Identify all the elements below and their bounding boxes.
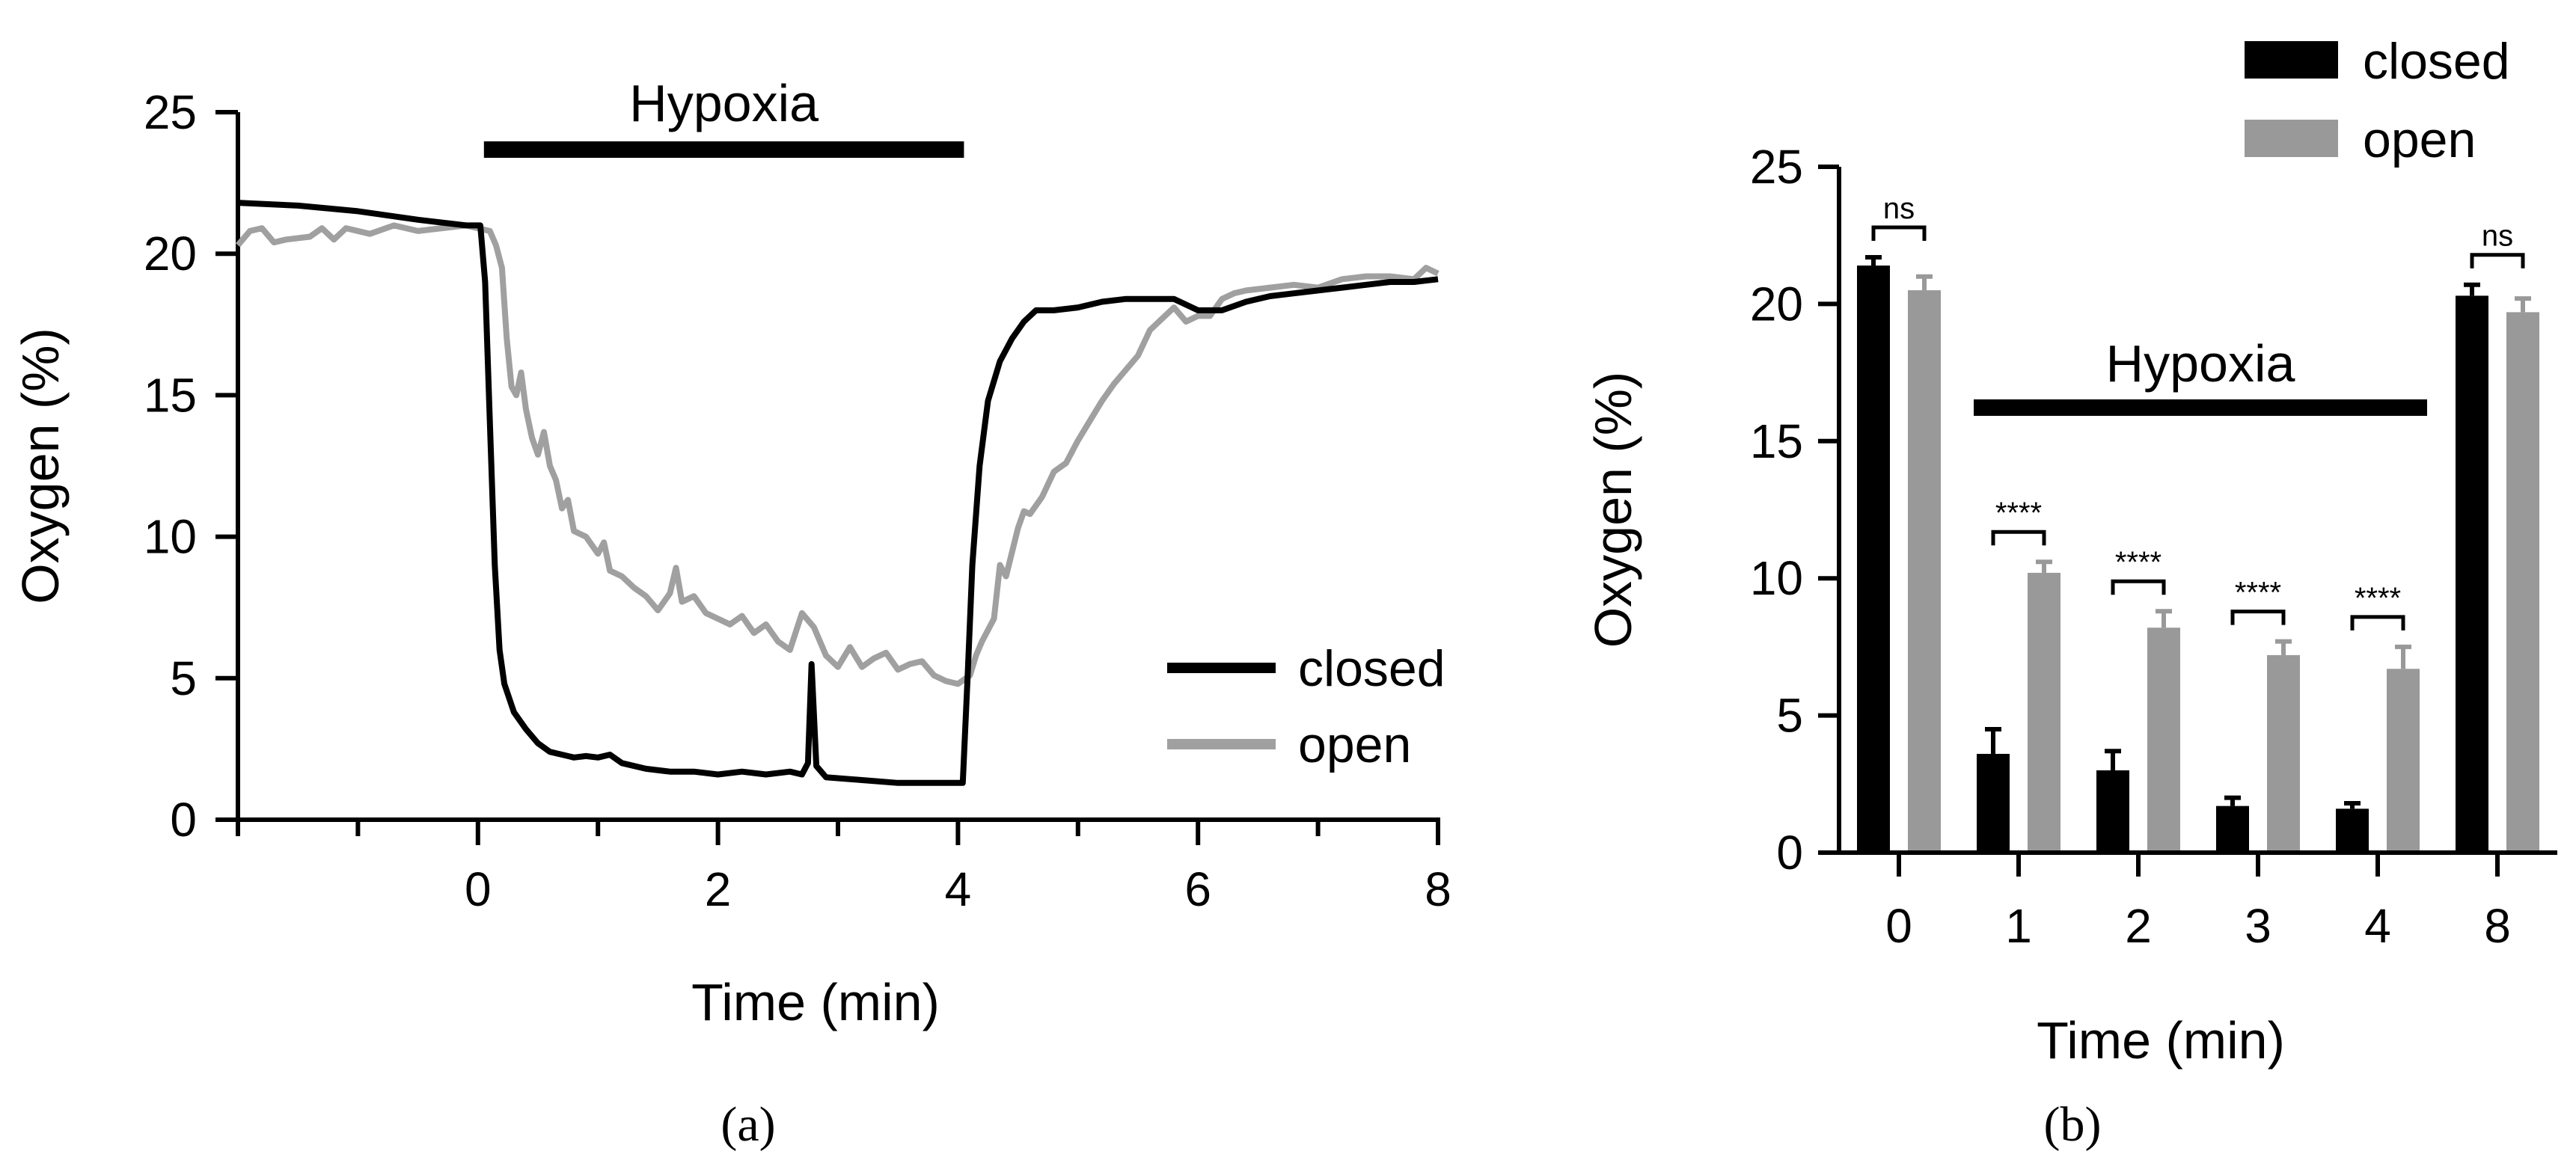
panel-a-x-tick-label: 8 [1425,862,1451,916]
panel-a-y-tick-label: 5 [170,651,197,705]
panel-a-caption: (a) [721,1097,775,1152]
panel-b-bar-closed [2456,295,2488,853]
panel-b-significance-label: **** [2235,577,2281,610]
panel-a-x-tick-label: 2 [705,862,732,916]
panel-a-x-tick-label: 0 [465,862,492,916]
panel-b-bar-closed [1857,266,1890,853]
panel-b-x-tick-label: 1 [2005,899,2032,953]
panel-b-y-tick-label: 15 [1750,414,1803,468]
panel-a-y-tick-label: 15 [144,368,197,422]
panel-b-significance-bracket [2230,610,2286,625]
panel-a-line-chart: 0 5 10 15 20 25 0 2 4 6 8 Hypoxia Oxygen (%) Time… [11,74,1451,1152]
panel-b-bar-closed [2216,806,2249,853]
panel-b-y-ticks: 0 5 10 15 20 25 [1750,140,1839,880]
panel-b-y-tick-label: 10 [1750,551,1803,605]
panel-b-legend-label-open: open [2363,111,2476,168]
panel-b-bar-open [1908,290,1941,853]
panel-b-legend: closed open [2245,33,2510,168]
panel-b-y-axis-label: Oxygen (%) [1584,372,1642,648]
panel-b-y-tick-label: 25 [1750,140,1803,194]
panel-a-hypoxia-label: Hypoxia [629,74,819,132]
panel-b-legend-swatch-closed [2245,41,2338,79]
panel-a-series-line-open [235,222,1440,687]
panel-b-significance-marks: ns **** **** **** **** ns [1871,192,2525,630]
panel-b-significance-bracket [2350,615,2405,630]
panel-a-series-line-closed [237,200,1439,786]
panel-b-legend-swatch-open [2245,120,2338,157]
panel-a-series-lines [235,200,1440,786]
panel-b-significance-label: ns [2482,220,2513,253]
panel-b-significance-label: **** [2115,546,2162,579]
panel-b-significance-bracket [2111,579,2166,595]
panel-a-x-tick-label: 4 [945,862,972,916]
panel-a-legend-label-closed: closed [1298,640,1445,697]
panel-a-legend-label-open: open [1298,717,1411,773]
panel-a-y-tick-label: 0 [170,793,197,847]
panel-b-significance-label: **** [1995,497,2042,530]
panel-b-y-tick-label: 0 [1776,826,1803,880]
panel-a-y-axis-label: Oxygen (%) [11,328,70,604]
panel-b-bar-open [2267,654,2300,853]
panel-b-caption: (b) [2044,1097,2102,1152]
panel-b-significance-label: **** [2355,582,2401,615]
panel-b-x-tick-label: 2 [2125,899,2152,953]
panel-a-x-axis-label: Time (min) [691,973,940,1031]
panel-b-significance-label: ns [1883,192,1915,225]
panel-b-bar-closed [2096,770,2129,853]
panel-b-bar-open [2028,572,2061,853]
panel-b-x-tick-label: 0 [1885,899,1912,953]
panel-b-x-tick-label: 3 [2245,899,2271,953]
panel-a-legend: closed open [1167,640,1445,773]
panel-a-x-tick-label: 6 [1184,862,1211,916]
panel-b-significance-bracket [2470,253,2525,269]
panel-a-y-tick-label: 20 [144,227,197,280]
panel-a-y-tick-label: 25 [144,85,197,139]
panel-a-y-ticks: 0 5 10 15 20 25 [144,85,238,847]
panel-b-x-tick-label: 8 [2484,899,2511,953]
panel-b-y-tick-label: 20 [1750,277,1803,331]
panel-b-bar-open [2506,312,2539,853]
panel-b-significance-bracket [1991,530,2046,546]
panel-b-hypoxia-label: Hypoxia [2106,334,2295,393]
panel-b-significance-bracket [1871,225,1927,242]
panel-b-bars [1857,255,2539,853]
panel-a-x-ticks: 0 2 4 6 8 [236,820,1451,916]
panel-b-y-tick-label: 5 [1776,689,1803,743]
panel-b-bar-chart: 0 5 10 15 20 25 ns **** **** **** **** ns 0 1 2 3 4 8 H… [1584,33,2557,1152]
panel-a-y-tick-label: 10 [144,510,197,564]
panel-b-bar-open [2387,669,2420,853]
panel-b-bar-open [2147,628,2180,853]
panel-b-x-ticks: 0 1 2 3 4 8 [1885,853,2511,953]
panel-b-x-axis-label: Time (min) [2037,1011,2285,1070]
panel-b-legend-label-closed: closed [2363,33,2510,90]
panel-b-bar-closed [1977,753,2010,853]
panel-b-x-tick-label: 4 [2364,899,2391,953]
panel-b-bar-closed [2336,809,2369,853]
